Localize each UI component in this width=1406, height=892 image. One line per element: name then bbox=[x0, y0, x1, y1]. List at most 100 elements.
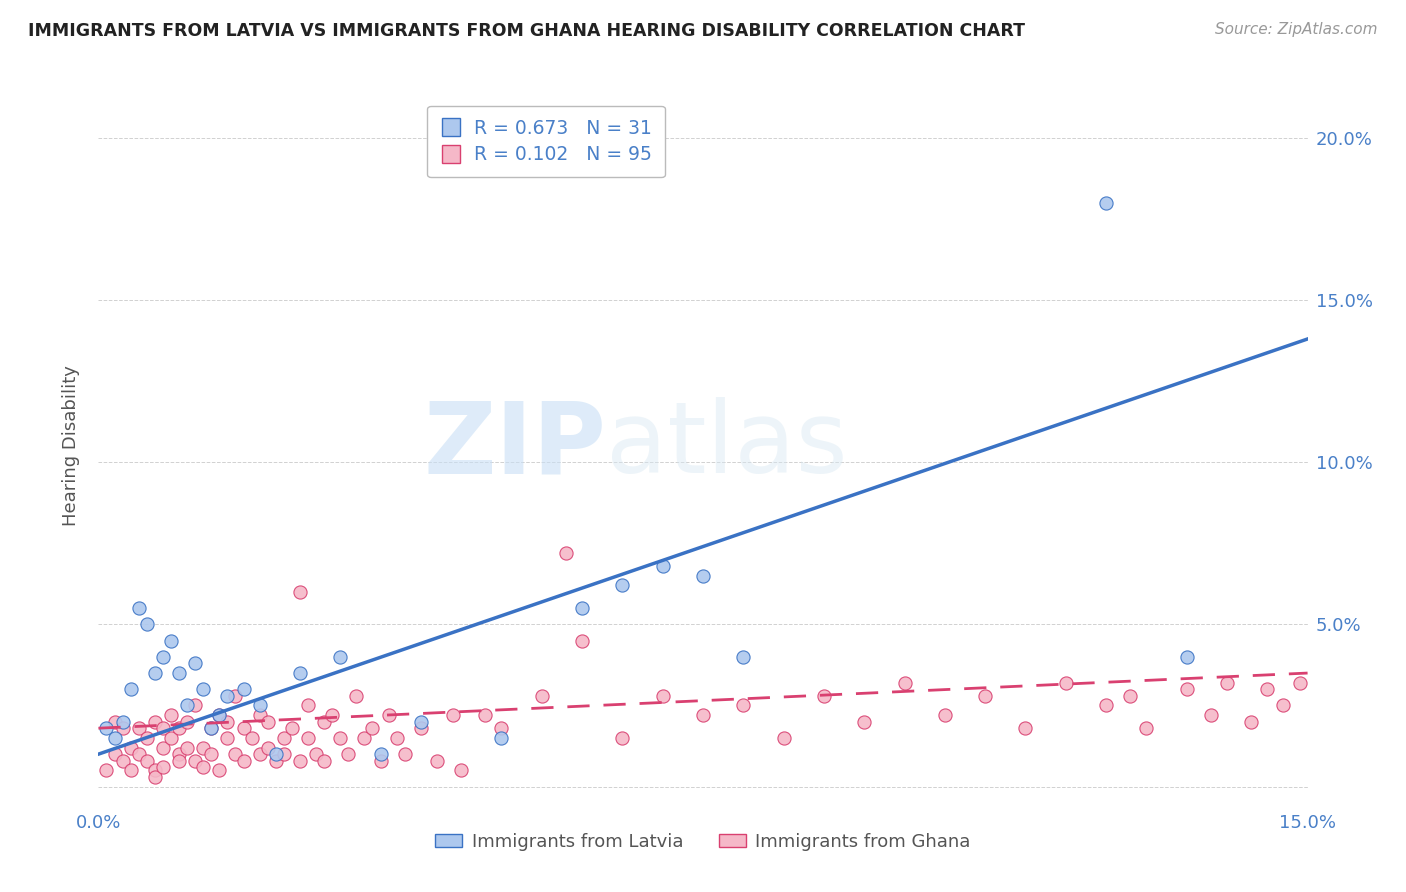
Point bbox=[143, 666, 166, 681]
Point bbox=[200, 747, 222, 761]
Point bbox=[370, 747, 392, 761]
Point bbox=[651, 689, 673, 703]
Point bbox=[143, 764, 166, 778]
Point bbox=[135, 731, 157, 745]
Point bbox=[281, 721, 304, 735]
Point bbox=[974, 689, 997, 703]
Point bbox=[184, 698, 207, 713]
Point bbox=[96, 721, 118, 735]
Point bbox=[128, 601, 150, 615]
Point bbox=[426, 754, 449, 768]
Point bbox=[160, 731, 183, 745]
Point bbox=[152, 721, 174, 735]
Point bbox=[152, 740, 174, 755]
Point bbox=[111, 714, 134, 729]
Legend: Immigrants from Latvia, Immigrants from Ghana: Immigrants from Latvia, Immigrants from … bbox=[429, 826, 977, 858]
Point bbox=[571, 601, 593, 615]
Point bbox=[361, 721, 384, 735]
Point bbox=[176, 714, 198, 729]
Point bbox=[305, 747, 328, 761]
Point bbox=[491, 721, 513, 735]
Point bbox=[1175, 649, 1198, 664]
Point bbox=[853, 714, 876, 729]
Point bbox=[217, 689, 239, 703]
Point bbox=[353, 731, 375, 745]
Point bbox=[128, 747, 150, 761]
Point bbox=[370, 754, 392, 768]
Point bbox=[441, 708, 464, 723]
Point bbox=[288, 585, 311, 599]
Point bbox=[103, 747, 125, 761]
Point bbox=[1199, 708, 1222, 723]
Point bbox=[1054, 675, 1077, 690]
Point bbox=[193, 740, 215, 755]
Point bbox=[111, 754, 134, 768]
Point bbox=[176, 698, 198, 713]
Point bbox=[240, 731, 263, 745]
Point bbox=[120, 682, 142, 697]
Point bbox=[321, 708, 343, 723]
Point bbox=[344, 689, 367, 703]
Point bbox=[217, 714, 239, 729]
Point bbox=[288, 666, 311, 681]
Point bbox=[184, 657, 207, 671]
Point bbox=[314, 754, 336, 768]
Point bbox=[224, 689, 246, 703]
Point bbox=[934, 708, 956, 723]
Point bbox=[491, 731, 513, 745]
Point bbox=[297, 698, 319, 713]
Point bbox=[256, 740, 278, 755]
Point bbox=[733, 698, 755, 713]
Point bbox=[1288, 675, 1310, 690]
Point bbox=[450, 764, 472, 778]
Point bbox=[200, 721, 222, 735]
Point bbox=[329, 649, 352, 664]
Point bbox=[232, 754, 254, 768]
Point bbox=[232, 721, 254, 735]
Text: ZIP: ZIP bbox=[423, 398, 606, 494]
Point bbox=[167, 721, 190, 735]
Point bbox=[224, 747, 246, 761]
Point bbox=[208, 708, 231, 723]
Point bbox=[297, 731, 319, 745]
Point bbox=[167, 666, 190, 681]
Text: Source: ZipAtlas.com: Source: ZipAtlas.com bbox=[1215, 22, 1378, 37]
Point bbox=[1095, 195, 1118, 210]
Point bbox=[184, 754, 207, 768]
Point bbox=[692, 568, 714, 582]
Point bbox=[120, 740, 142, 755]
Point bbox=[273, 731, 295, 745]
Point bbox=[208, 764, 231, 778]
Point bbox=[249, 708, 271, 723]
Point bbox=[571, 633, 593, 648]
Point bbox=[111, 721, 134, 735]
Point bbox=[474, 708, 496, 723]
Point bbox=[893, 675, 915, 690]
Point bbox=[314, 714, 336, 729]
Point bbox=[1175, 682, 1198, 697]
Point bbox=[555, 546, 578, 560]
Point bbox=[120, 764, 142, 778]
Point bbox=[152, 760, 174, 774]
Point bbox=[394, 747, 416, 761]
Point bbox=[167, 747, 190, 761]
Point bbox=[288, 754, 311, 768]
Point bbox=[135, 617, 157, 632]
Point bbox=[1135, 721, 1157, 735]
Point bbox=[249, 698, 271, 713]
Point bbox=[143, 714, 166, 729]
Point bbox=[193, 760, 215, 774]
Point bbox=[530, 689, 553, 703]
Point bbox=[128, 721, 150, 735]
Point bbox=[273, 747, 295, 761]
Point bbox=[160, 633, 183, 648]
Point bbox=[152, 649, 174, 664]
Point bbox=[1240, 714, 1263, 729]
Point bbox=[772, 731, 794, 745]
Point bbox=[208, 708, 231, 723]
Point bbox=[160, 708, 183, 723]
Point bbox=[612, 731, 634, 745]
Point bbox=[256, 714, 278, 729]
Point bbox=[232, 682, 254, 697]
Text: IMMIGRANTS FROM LATVIA VS IMMIGRANTS FROM GHANA HEARING DISABILITY CORRELATION C: IMMIGRANTS FROM LATVIA VS IMMIGRANTS FRO… bbox=[28, 22, 1025, 40]
